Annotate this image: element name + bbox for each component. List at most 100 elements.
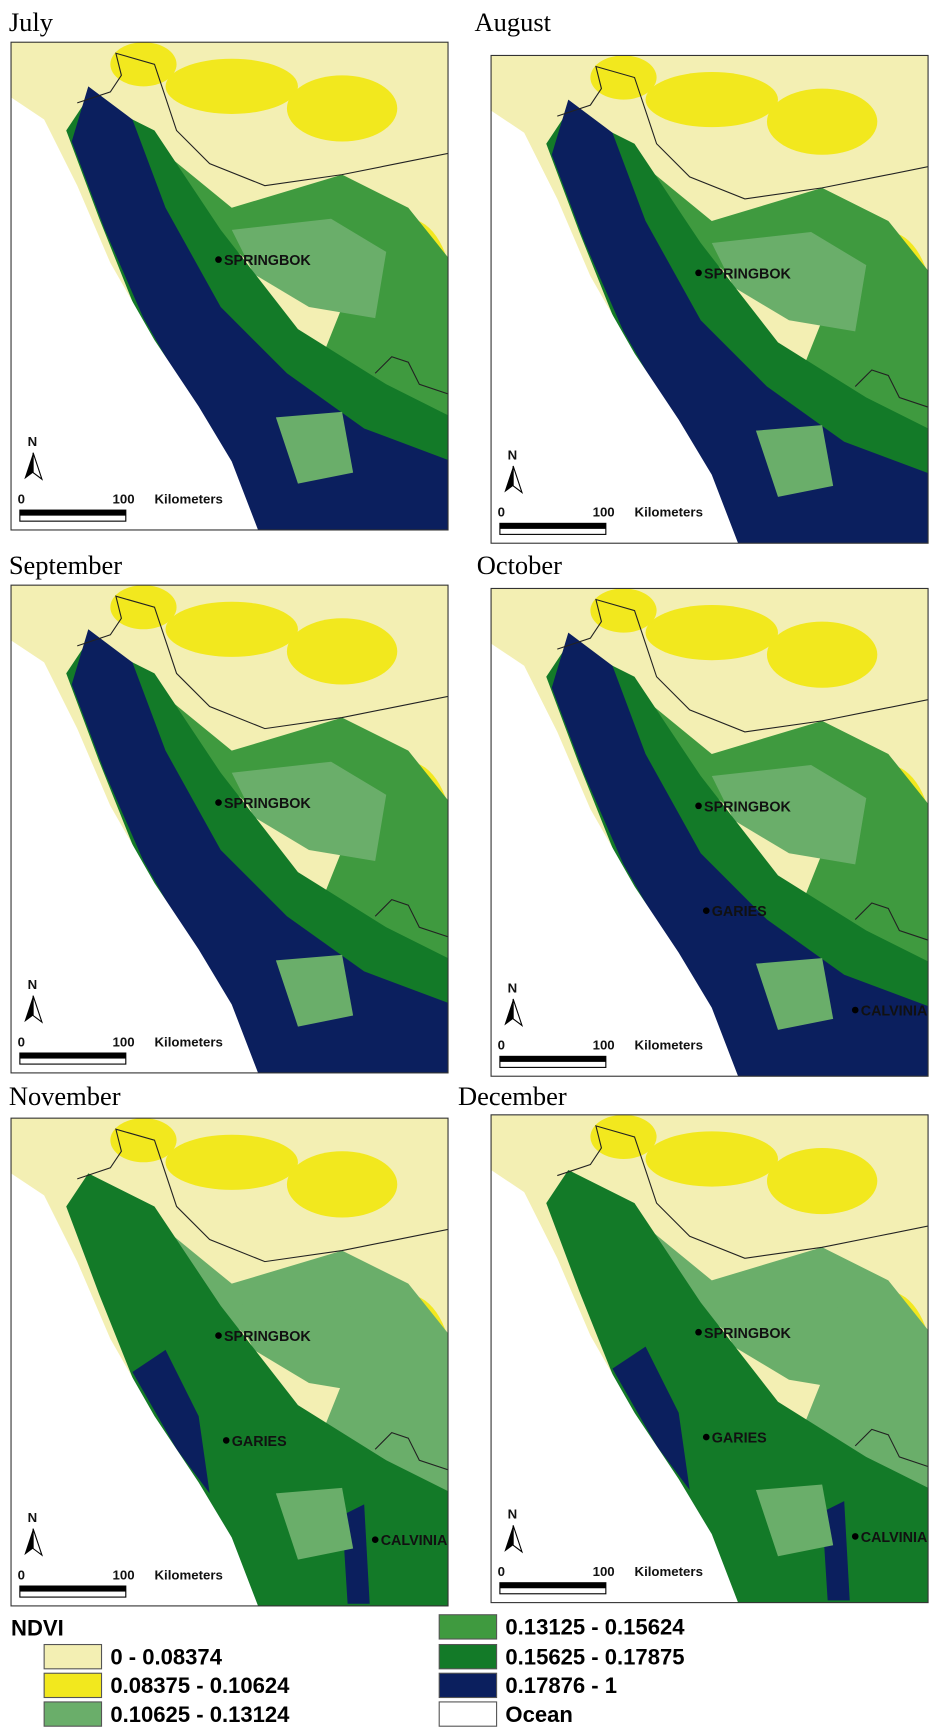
north-arrow [32, 452, 44, 481]
border [557, 1125, 929, 1259]
scale-bar-fill [499, 1582, 606, 1589]
north-arrow [24, 1528, 34, 1556]
legend-swatch [438, 1643, 498, 1670]
yellow-patch [766, 1147, 878, 1215]
yellow-patch [286, 618, 398, 685]
legend-label: 0.15625 - 0.17875 [505, 1644, 684, 1669]
legend-label: 0.10625 - 0.13124 [110, 1702, 290, 1727]
scale-end: 100 [113, 491, 135, 506]
place-dot [371, 1536, 379, 1544]
north-label: N [508, 447, 518, 462]
high-ndvi-band [132, 1349, 210, 1494]
border [557, 598, 929, 733]
panel-title: September [9, 550, 122, 580]
map-frame [10, 1117, 449, 1607]
scale-start: 0 [498, 1038, 505, 1053]
scale-end: 100 [593, 505, 615, 520]
place-label: SPRINGBOK [704, 1326, 791, 1342]
map-body [491, 1114, 929, 1603]
scale-bar-fill [499, 1056, 606, 1062]
panel-title: November [9, 1081, 121, 1111]
ocean [491, 643, 739, 1077]
map-frame [10, 584, 449, 1074]
mid-green-zone [711, 1291, 867, 1391]
ocean [11, 97, 259, 530]
legend-title: NDVI [11, 1616, 64, 1641]
north-arrow [512, 1525, 524, 1554]
yellow-patch [766, 621, 878, 688]
place-label: SPRINGBOK [224, 253, 311, 269]
place-label: SPRINGBOK [224, 1329, 311, 1345]
place-dot [215, 799, 222, 806]
border [854, 1428, 929, 1468]
yellow-patch [110, 585, 177, 630]
place-label: CALVINIA [861, 1530, 928, 1546]
yellow-patch [165, 601, 298, 657]
light-green-patch [275, 1487, 354, 1560]
map-body [11, 1118, 449, 1606]
border [854, 369, 929, 408]
map-panel: SPRINGBOK N 0 100 Kilometers [490, 54, 929, 544]
north-arrow [512, 465, 524, 494]
legend-swatch [43, 1643, 103, 1670]
place-label: CALVINIA [861, 1004, 928, 1020]
map-body [11, 42, 449, 530]
place-label: SPRINGBOK [224, 796, 311, 812]
border [77, 1128, 449, 1263]
legend-label: Ocean [505, 1702, 572, 1727]
place-dot [702, 907, 710, 915]
map-panel: SPRINGBOK N 0 100 Kilometers [10, 41, 449, 531]
place-label: SPRINGBOK [704, 799, 791, 815]
map-panel: SPRINGBOK GARIES CALVINIA N 0 100 Kilometers [490, 1114, 929, 1604]
scale-start: 0 [18, 1567, 25, 1582]
north-label: N [28, 1510, 38, 1525]
ocean [491, 1170, 739, 1603]
mid-green-zone [231, 1294, 387, 1395]
border [77, 595, 449, 730]
high-ndvi-band [612, 1346, 690, 1491]
dark-green-band [546, 1170, 929, 1603]
north-label: N [508, 980, 518, 995]
dark-green-band [66, 1173, 449, 1606]
scale-unit: Kilometers [154, 1034, 222, 1049]
yellow-patch [165, 1134, 298, 1190]
ocean [491, 110, 739, 544]
scale-end: 100 [113, 1567, 135, 1582]
scale-end: 100 [113, 1034, 135, 1049]
legend-swatch [438, 1614, 498, 1640]
light-green-patch [275, 954, 354, 1027]
place-label: SPRINGBOK [704, 266, 791, 282]
ocean [11, 1173, 259, 1606]
yellow-patch [590, 1114, 657, 1159]
border [374, 356, 449, 395]
north-arrow [504, 465, 514, 493]
north-arrow [512, 998, 524, 1027]
place-dot [215, 256, 222, 263]
map-body [11, 585, 449, 1073]
place-dot [695, 269, 702, 277]
yellow-patch [286, 1151, 398, 1218]
border [374, 899, 449, 938]
ocean [11, 640, 259, 1073]
border [557, 65, 929, 200]
north-arrow [504, 998, 514, 1026]
place-label: CALVINIA [381, 1533, 448, 1549]
map-panel: SPRINGBOK GARIES CALVINIA N 0 100 Kilometers [10, 1117, 449, 1607]
panel-title: December [458, 1081, 567, 1111]
scale-bar-fill [19, 1586, 126, 1592]
map-panel: SPRINGBOK N 0 100 Kilometers [10, 584, 449, 1074]
yellow-patch [590, 588, 657, 633]
map-body [491, 55, 929, 544]
place-dot [695, 1328, 702, 1336]
yellow-patch [165, 58, 298, 114]
high-ndvi-band [71, 629, 449, 1073]
north-arrow [32, 1528, 44, 1557]
yellow-patch [645, 1131, 778, 1187]
border [854, 902, 929, 941]
place-dot [222, 1437, 230, 1444]
yellow-patch [645, 605, 778, 661]
yellow-patch [590, 55, 657, 100]
high-ndvi-band [551, 632, 929, 1077]
